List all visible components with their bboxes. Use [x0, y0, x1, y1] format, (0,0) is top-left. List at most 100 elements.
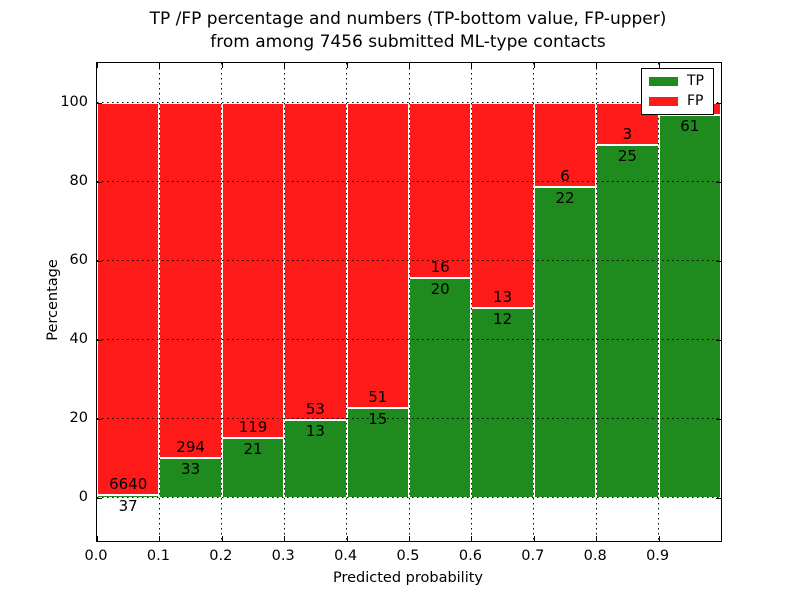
x-tick-mark — [658, 536, 660, 541]
legend-entry-tp: TP — [649, 74, 704, 89]
tp-bar — [533, 187, 597, 498]
fp-count-label: 16 — [430, 258, 450, 277]
x-tick-label: 0.0 — [84, 548, 108, 564]
y-tick-label: 40 — [69, 330, 88, 347]
y-tick-label: 0 — [78, 488, 88, 505]
y-tick-mark — [97, 181, 102, 183]
x-tick-label: 0.9 — [646, 548, 670, 564]
x-tick-mark — [284, 63, 286, 68]
fp-count-label: 3 — [622, 124, 633, 143]
y-tick-mark — [716, 339, 721, 341]
tp-bar — [658, 115, 721, 498]
y-tick-mark — [716, 260, 721, 262]
x-tick-mark — [159, 63, 161, 68]
y-tick-mark — [97, 418, 102, 420]
x-tick-label: 0.2 — [209, 548, 233, 564]
fp-bar — [409, 102, 472, 279]
v-gridline — [158, 63, 160, 541]
x-tick-mark — [221, 536, 223, 541]
v-gridline — [595, 63, 597, 541]
y-tick-mark — [716, 418, 721, 420]
tp-count-label: 20 — [430, 280, 450, 299]
x-axis-label: Predicted probability — [332, 570, 484, 586]
x-tick-mark — [596, 536, 598, 541]
y-tick-mark — [97, 102, 102, 104]
tp-count-label: 61 — [680, 117, 700, 136]
tp-legend-swatch — [649, 77, 678, 86]
v-gridline — [470, 63, 472, 541]
y-tick-label: 20 — [69, 409, 88, 426]
x-tick-mark — [533, 536, 535, 541]
fp-count-label: 6 — [560, 167, 570, 186]
x-tick-mark — [346, 536, 348, 541]
x-tick-label: 0.8 — [583, 548, 607, 564]
x-tick-mark — [533, 63, 535, 68]
y-tick-mark — [97, 497, 102, 499]
x-tick-label: 0.1 — [146, 548, 170, 564]
fp-bar — [97, 102, 160, 496]
y-tick-label: 60 — [69, 251, 88, 268]
tp-count-label: 33 — [181, 459, 201, 478]
tp-count-label: 12 — [493, 309, 513, 328]
fp-count-label: 119 — [238, 418, 268, 437]
x-tick-label: 0.5 — [396, 548, 420, 564]
tp-count-label: 22 — [555, 189, 575, 208]
v-gridline — [221, 63, 223, 541]
tp-count-label: 37 — [118, 497, 138, 516]
v-gridline — [346, 63, 348, 541]
x-tick-mark — [596, 63, 598, 68]
y-tick-mark — [716, 497, 721, 499]
chart-title-line2: from among 7456 submitted ML-type contac… — [210, 32, 606, 52]
v-gridline — [658, 63, 660, 541]
fp-count-label: 13 — [493, 287, 513, 306]
x-tick-mark — [471, 536, 473, 541]
fp-count-label: 53 — [305, 399, 325, 418]
fp-bar — [284, 102, 347, 420]
y-tick-mark — [97, 260, 102, 262]
x-tick-mark — [346, 63, 348, 68]
y-tick-mark — [716, 102, 721, 104]
y-axis-label: Percentage — [45, 259, 61, 341]
x-tick-mark — [97, 63, 98, 68]
x-tick-mark — [284, 536, 286, 541]
tp-count-label: 25 — [617, 146, 637, 165]
fp-bar — [221, 102, 285, 439]
x-tick-label: 0.6 — [458, 548, 482, 564]
fp-legend-swatch — [649, 97, 678, 106]
x-tick-label: 0.4 — [334, 548, 358, 564]
x-tick-mark — [409, 63, 410, 68]
fp-legend-label: FP — [687, 93, 704, 109]
x-tick-label: 0.7 — [521, 548, 545, 564]
y-tick-mark — [97, 339, 102, 341]
x-tick-mark — [97, 536, 98, 541]
fp-count-label: 294 — [176, 437, 205, 456]
y-tick-label: 80 — [69, 172, 88, 189]
tp-count-label: 15 — [368, 409, 388, 428]
fp-bar — [346, 102, 409, 408]
fp-bar — [159, 102, 222, 458]
x-tick-mark — [159, 536, 161, 541]
x-tick-mark — [471, 63, 473, 68]
v-gridline — [408, 63, 410, 541]
legend-entry-fp: FP — [649, 94, 704, 109]
fp-bar — [471, 102, 534, 308]
tp-bar — [596, 144, 659, 498]
tp-count-label: 13 — [305, 421, 325, 440]
x-tick-label: 0.3 — [271, 548, 295, 564]
tp-bar — [471, 307, 534, 498]
fp-count-label: 6640 — [109, 475, 148, 494]
x-tick-mark — [221, 63, 223, 68]
fp-count-label: 51 — [368, 387, 388, 406]
x-tick-mark — [409, 536, 410, 541]
y-tick-mark — [716, 181, 721, 183]
v-gridline — [283, 63, 285, 541]
tp-legend-label: TP — [687, 73, 704, 89]
v-gridline — [533, 63, 535, 541]
x-tick-mark — [658, 63, 660, 68]
y-tick-label: 100 — [60, 93, 88, 110]
chart-title-line1: TP /FP percentage and numbers (TP-bottom… — [149, 9, 667, 29]
legend: TP FP — [641, 68, 714, 115]
tp-bar — [409, 278, 472, 498]
chart-title: TP /FP percentage and numbers (TP-bottom… — [96, 8, 720, 54]
